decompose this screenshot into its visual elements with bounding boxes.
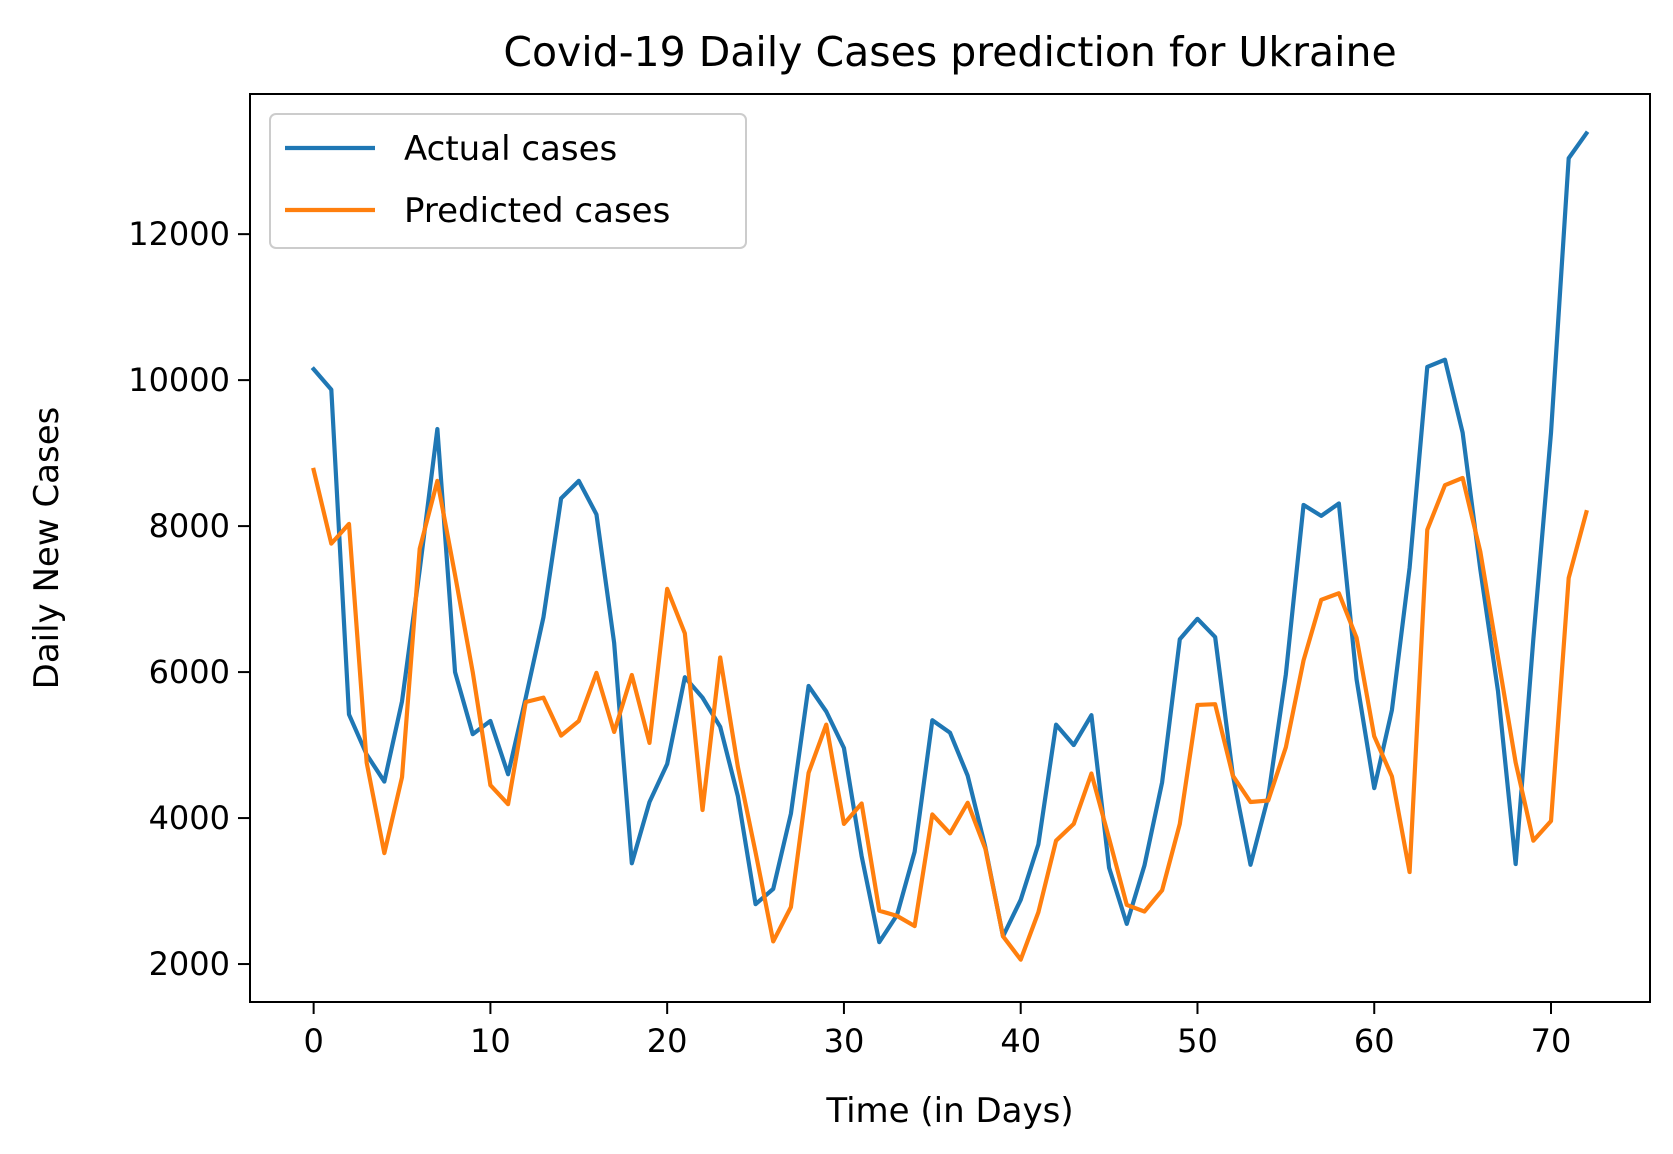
x-tick-label: 30 [824, 1022, 865, 1060]
x-tick-label: 10 [470, 1022, 511, 1060]
x-tick-label: 40 [1000, 1022, 1041, 1060]
x-tick-label: 20 [647, 1022, 688, 1060]
x-tick-label: 70 [1531, 1022, 1572, 1060]
x-tick-label: 0 [303, 1022, 323, 1060]
x-tick-label: 60 [1354, 1022, 1395, 1060]
y-axis-title: Daily New Cases [27, 407, 67, 690]
series-line-actual [310, 130, 1590, 945]
y-tick-label: 12000 [128, 215, 230, 253]
legend-label-predicted: Predicted cases [404, 191, 670, 231]
plot-frame [249, 93, 1651, 1003]
y-tick-label: 4000 [149, 799, 230, 837]
x-axis-title: Time (in Days) [825, 1091, 1073, 1131]
series-layer [310, 130, 1590, 962]
x-tick-label: 50 [1177, 1022, 1218, 1060]
legend-label-actual: Actual cases [404, 129, 617, 169]
legend-box [269, 113, 747, 249]
y-tick-label: 6000 [149, 653, 230, 691]
chart-title: Covid-19 Daily Cases prediction for Ukra… [503, 28, 1396, 76]
y-axis-ticks: 2000 4000 6000 8000 10000 12000 [128, 215, 250, 983]
y-tick-label: 2000 [149, 945, 230, 983]
y-tick-label: 10000 [128, 361, 230, 399]
series-line-predicted [311, 467, 1589, 962]
x-axis-ticks: 0 10 20 30 40 50 60 70 [303, 1002, 1571, 1060]
legend: Actual cases Predicted cases [269, 113, 747, 249]
y-tick-label: 8000 [149, 507, 230, 545]
